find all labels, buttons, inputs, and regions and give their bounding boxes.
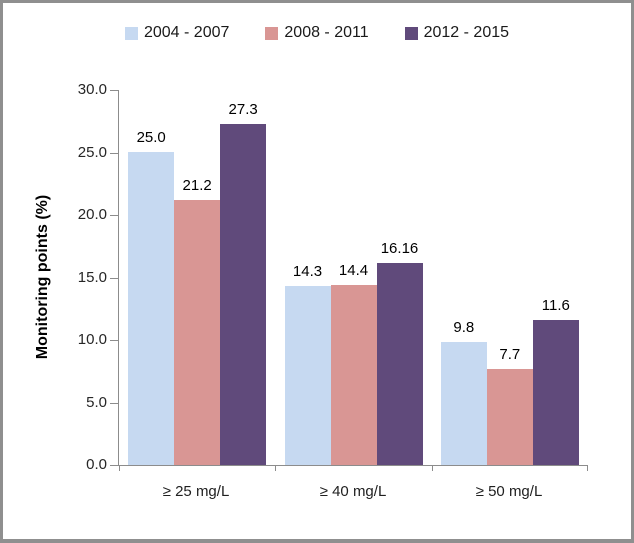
x-axis-tick-mark <box>431 465 433 471</box>
bar-data-label: 25.0 <box>136 129 166 146</box>
y-axis-tick-label: 10.0 <box>77 331 107 348</box>
y-axis-title: Monitoring points (%) <box>34 194 51 360</box>
legend-swatch-2012-2015-icon <box>404 26 418 40</box>
x-axis-tick-mark <box>119 465 120 471</box>
bar-data-label: 11.6 <box>541 297 570 314</box>
x-axis-label-40mgl: ≥ 40 mg/L <box>319 483 387 500</box>
y-axis-tick-mark <box>110 152 118 154</box>
x-axis-label-25mgl: ≥ 25 mg/L <box>162 483 230 500</box>
x-axis-label-50mgl: ≥ 50 mg/L <box>475 483 543 500</box>
bar-2012-2015-cat1 <box>376 263 423 465</box>
y-axis-tick-mark <box>110 402 118 404</box>
legend-swatch-2008-2011-icon <box>265 26 279 40</box>
y-axis-tick-label: 5.0 <box>86 393 107 411</box>
bar-data-label: 27.3 <box>228 101 258 118</box>
legend-label-2004-2007: 2004 - 2007 <box>143 24 230 41</box>
bar-2012-2015-cat0 <box>220 124 267 465</box>
bar-data-label: 16.16 <box>380 240 419 257</box>
legend-swatch-2004-2007-icon <box>124 26 138 40</box>
bar-data-label: 7.7 <box>499 346 521 363</box>
x-axis-tick-mark <box>587 465 588 471</box>
legend-label-2008-2011: 2008 - 2011 <box>284 24 369 41</box>
chart-legend: 2004 - 2007 2008 - 2011 2012 - 2015 <box>3 24 631 42</box>
bar-2008-2011-cat2 <box>486 369 533 465</box>
legend-label-2012-2015: 2012 - 2015 <box>423 24 510 41</box>
y-axis-tick-mark <box>110 90 118 91</box>
bar-2004-2007-cat0 <box>128 152 175 465</box>
y-axis-tick-label: 25.0 <box>77 143 107 161</box>
y-axis-tick-label: 20.0 <box>77 206 107 223</box>
bar-data-label: 14.3 <box>292 263 323 280</box>
legend-item-2012-2015: 2012 - 2015 <box>404 24 510 42</box>
legend-item-2008-2011: 2008 - 2011 <box>265 24 369 42</box>
bar-data-label: 21.2 <box>182 177 212 194</box>
bar-2004-2007-cat2 <box>440 342 487 465</box>
y-axis-tick-label: 0.0 <box>86 456 107 473</box>
bar-2012-2015-cat2 <box>532 320 579 465</box>
bar-2004-2007-cat1 <box>284 286 331 465</box>
bar-data-label: 9.8 <box>453 319 475 336</box>
y-axis-tick-mark <box>110 277 118 279</box>
x-axis-tick-mark <box>275 465 277 471</box>
y-axis-tick-label: 15.0 <box>77 268 107 286</box>
legend-item-2004-2007: 2004 - 2007 <box>124 24 230 42</box>
bar-2008-2011-cat0 <box>174 200 221 465</box>
y-axis-tick-mark <box>110 215 118 216</box>
bar-data-label: 14.4 <box>338 262 369 279</box>
y-axis-tick-mark <box>110 340 118 341</box>
plot-area: 25.0 21.2 27.3 14.3 14.4 16.16 9.8 7.7 11.6 <box>110 90 588 471</box>
y-axis-tick-mark <box>110 465 118 466</box>
y-axis-tick-label: 30.0 <box>77 81 107 98</box>
bar-2008-2011-cat1 <box>330 285 377 465</box>
